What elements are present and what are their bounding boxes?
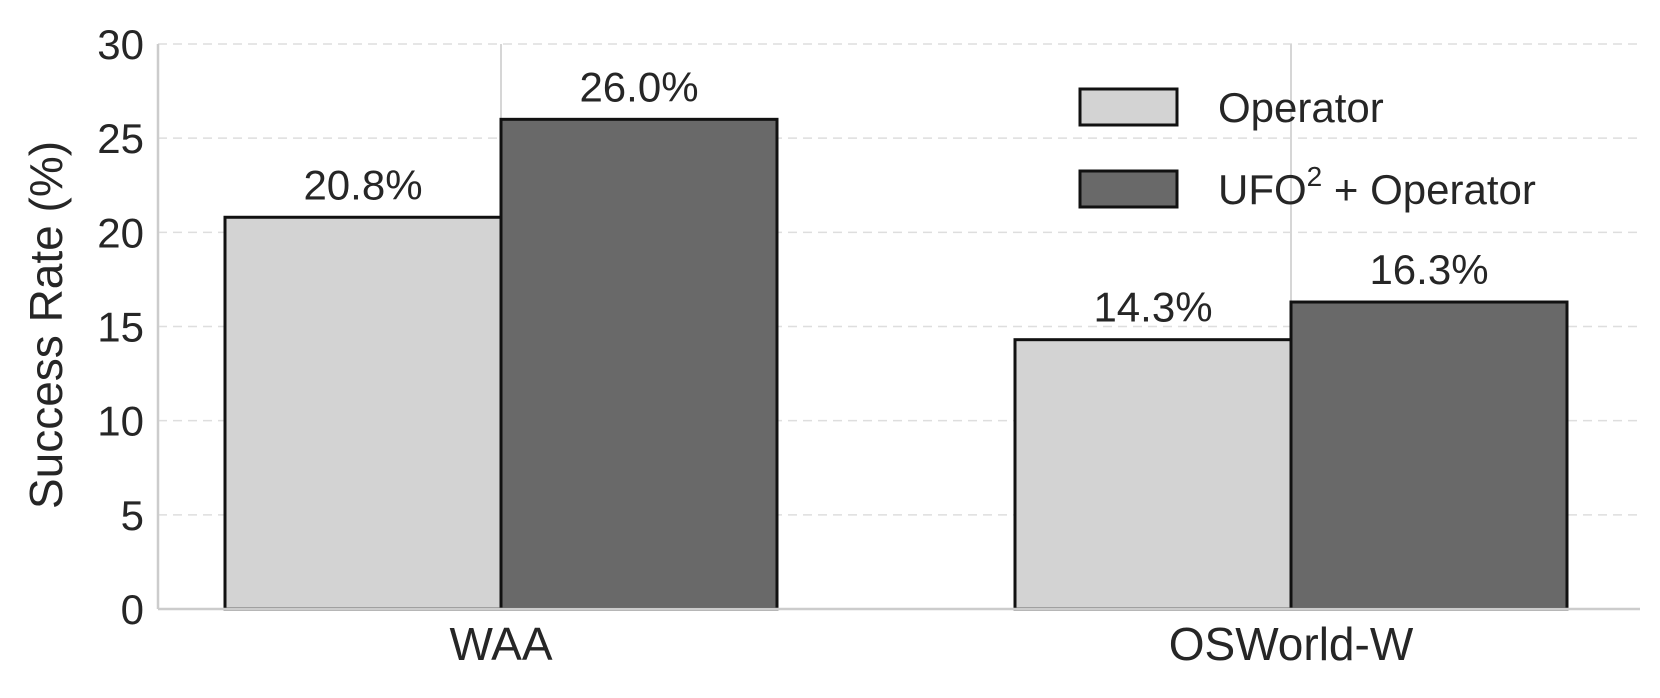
bar-waa-series-1 [499,117,779,611]
y-tick-label: 5 [121,492,144,539]
legend-swatch-operator [1078,87,1179,127]
bar-osworld-w-series-0 [1013,338,1293,611]
y-tick-label: 20 [97,209,144,256]
axes [156,44,1640,611]
legend: Operator UFO2 + Operator [1078,84,1536,213]
x-tick-label: OSWorld-W [1169,618,1414,670]
data-label: 26.0% [579,63,698,110]
y-tick-label: 30 [97,21,144,68]
legend-swatch-ufo2-operator [1078,169,1179,209]
x-tick-labels: WAA OSWorld-W [449,618,1413,670]
bar-osworld-w-series-1 [1289,300,1569,611]
bar-waa-series-0 [223,215,503,611]
data-label: 16.3% [1369,246,1488,293]
legend-label-ufo2-operator: UFO2 + Operator [1218,161,1536,213]
bars [223,117,1569,611]
y-tick-label: 0 [121,586,144,633]
x-tick-label: WAA [449,618,552,670]
y-axis-label: Success Rate (%) [20,141,72,509]
data-label: 14.3% [1093,284,1212,331]
y-tick-label: 10 [97,398,144,445]
y-tick-label: 25 [97,115,144,162]
data-label: 20.8% [303,161,422,208]
y-tick-label: 15 [97,304,144,351]
y-tick-labels: 0 5 10 15 20 25 30 [97,21,144,633]
data-labels: 20.8% 14.3% 26.0% 16.3% [303,63,1488,330]
legend-label-operator: Operator [1218,84,1384,131]
